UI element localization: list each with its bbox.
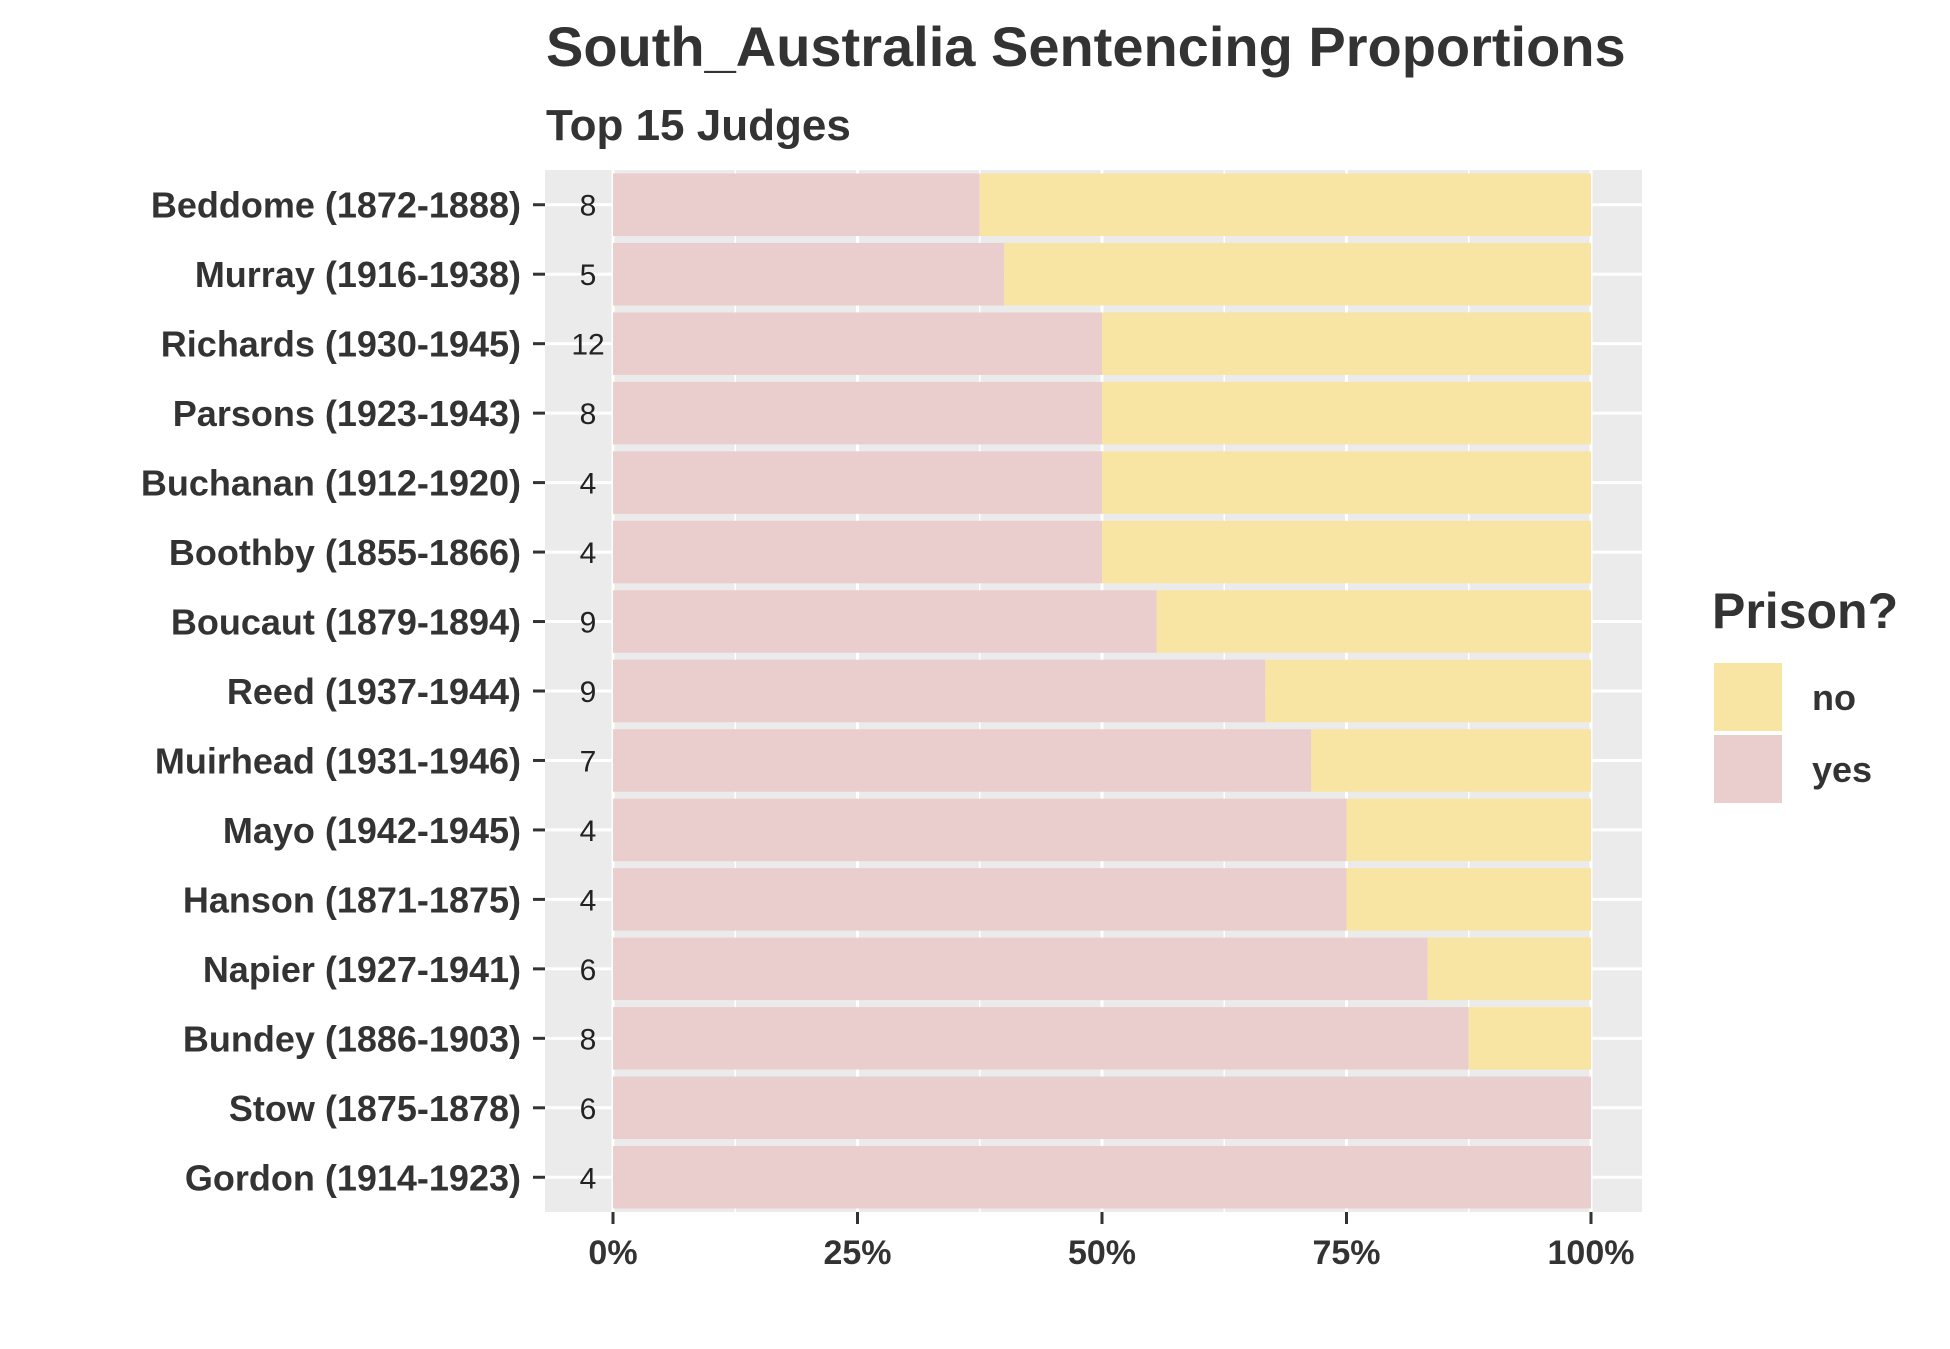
y-tick-label: Richards (1930-1945) — [161, 324, 521, 365]
count-label: 4 — [580, 1162, 597, 1195]
legend-label-yes: yes — [1812, 749, 1872, 790]
y-tick-label: Buchanan (1912-1920) — [141, 463, 521, 504]
legend-key-no — [1712, 661, 1784, 733]
bar-yes — [613, 173, 980, 236]
bars — [613, 173, 1591, 1209]
bar-no — [1102, 451, 1591, 514]
x-tick-label: 25% — [823, 1234, 891, 1272]
bar-no — [979, 173, 1591, 236]
y-tick-label: Gordon (1914-1923) — [185, 1157, 521, 1198]
x-tick-label: 100% — [1548, 1234, 1635, 1272]
x-axis: 0% 25% 50% 75% 100% — [588, 1212, 1634, 1272]
bar-no — [1102, 520, 1591, 584]
bar-yes — [613, 451, 1102, 514]
count-label: 4 — [580, 537, 597, 570]
count-label: 9 — [580, 676, 597, 709]
bar-yes — [613, 729, 1312, 792]
y-tick-label: Muirhead (1931-1946) — [155, 740, 521, 781]
legend: Prison? no yes — [1712, 583, 1898, 805]
bar-no — [1311, 729, 1591, 792]
y-tick-label: Hanson (1871-1875) — [183, 879, 521, 920]
count-label: 6 — [580, 954, 597, 987]
bar-no — [1346, 868, 1591, 931]
bar-yes — [613, 937, 1428, 1001]
y-tick-label: Bundey (1886-1903) — [183, 1018, 521, 1059]
y-tick-label: Beddome (1872-1888) — [151, 185, 521, 226]
count-label: 4 — [580, 884, 597, 917]
count-label: 8 — [580, 398, 597, 431]
bar-no — [1427, 937, 1591, 1001]
y-tick-label: Reed (1937-1944) — [227, 671, 521, 712]
x-tick-label: 0% — [588, 1234, 637, 1272]
chart-title: South_Australia Sentencing Proportions — [546, 15, 1626, 78]
bar-no — [1102, 381, 1591, 445]
bar-yes — [613, 868, 1347, 931]
count-label: 7 — [580, 745, 597, 778]
y-tick-label: Boothby (1855-1866) — [169, 532, 521, 573]
count-label: 4 — [580, 468, 597, 501]
legend-label-no: no — [1812, 677, 1856, 718]
count-label: 8 — [580, 190, 597, 223]
bar-yes — [613, 1146, 1591, 1209]
y-tick-label: Mayo (1942-1945) — [223, 810, 521, 851]
bar-no — [1265, 659, 1591, 723]
bar-no — [1156, 590, 1591, 653]
y-tick-label: Parsons (1923-1943) — [173, 393, 521, 434]
bar-yes — [613, 659, 1266, 723]
bar-no — [1102, 312, 1591, 375]
bar-yes — [613, 242, 1005, 306]
bar-yes — [613, 1076, 1591, 1140]
y-tick-label: Murray (1916-1938) — [195, 254, 521, 295]
y-tick-label: Napier (1927-1941) — [203, 949, 521, 990]
count-label: 4 — [580, 815, 597, 848]
bar-yes — [613, 1007, 1469, 1070]
bar-no — [1346, 798, 1591, 862]
count-label: 6 — [580, 1093, 597, 1126]
bar-yes — [613, 798, 1347, 862]
count-label: 5 — [580, 259, 597, 292]
count-label: 12 — [571, 329, 604, 362]
y-tick-label: Stow (1875-1878) — [229, 1088, 521, 1129]
legend-title: Prison? — [1712, 583, 1898, 639]
count-label: 8 — [580, 1023, 597, 1056]
bar-yes — [613, 590, 1157, 653]
y-axis: Beddome (1872-1888) Murray (1916-1938) Ric… — [141, 185, 545, 1198]
bar-yes — [613, 520, 1102, 584]
legend-key-yes — [1712, 733, 1784, 805]
bar-yes — [613, 312, 1102, 375]
bar-no — [1468, 1007, 1591, 1070]
bar-no — [1004, 242, 1591, 306]
x-tick-label: 50% — [1068, 1234, 1136, 1272]
chart-subtitle: Top 15 Judges — [546, 101, 851, 150]
y-tick-label: Boucaut (1879-1894) — [171, 602, 521, 643]
count-label: 9 — [580, 607, 597, 640]
count-labels: 8 5 12 8 4 4 9 9 7 4 4 6 8 6 4 — [571, 190, 604, 1196]
x-tick-label: 75% — [1312, 1234, 1380, 1272]
bar-yes — [613, 381, 1102, 445]
